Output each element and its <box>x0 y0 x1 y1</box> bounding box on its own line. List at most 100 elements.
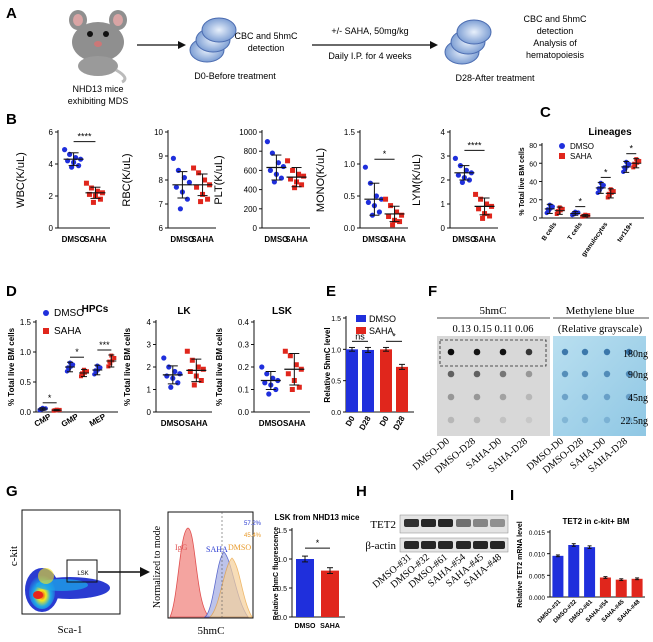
y-tick-label: 10 <box>154 128 163 137</box>
legend-dmso-marker <box>356 315 366 322</box>
dotblot-amount-90: 90ng <box>628 370 648 381</box>
dotblot-5hmc-dot <box>447 416 455 424</box>
y-tick-label: 0.0 <box>20 408 32 417</box>
data-point-saha <box>184 348 190 354</box>
blot-tet2-band <box>473 519 488 527</box>
significance-label: * <box>392 331 396 341</box>
dotblot-grayscale-values: 0.13 0.15 0.11 0.06 <box>453 324 534 335</box>
y-tick-label: 1000 <box>239 128 257 137</box>
step2-text-line4: hematopoiesis <box>526 50 585 60</box>
chart-hpcs: 0.0 0.5 1.0 1.5 % Total live BM cells HPCs CMP… <box>7 304 118 429</box>
bar-saha <box>599 577 611 597</box>
data-point-dmso <box>259 364 265 370</box>
dotblot-mb-dot <box>561 416 569 424</box>
bar-dmso <box>552 555 564 597</box>
panel-f: 5hmC Methylene blue 0.13 0.15 0.11 0.06 … <box>411 305 649 476</box>
data-point-saha <box>205 196 211 202</box>
dotblot-mb-dot <box>603 370 611 378</box>
flow-lsk-gate-label: LSK <box>77 571 88 577</box>
blot-tet2-label: TET2 <box>370 519 396 531</box>
data-point-dmso <box>266 391 272 397</box>
chart-tet2-mrna: 0.000 0.005 0.010 0.015 Relative TET2 mRNA l… <box>517 517 645 625</box>
data-point-saha <box>194 184 200 190</box>
y-tick-label: 4 <box>441 128 446 137</box>
panel-a-label: A <box>6 5 17 22</box>
y-tick-label: 1.0 <box>331 347 341 354</box>
y-axis-label: % Total live BM cells <box>123 327 132 406</box>
data-point-saha <box>83 180 89 186</box>
treatment-line2: Daily I.P. for 4 weeks <box>328 51 412 61</box>
blot-actin-band <box>404 541 419 549</box>
histogram-dmso-label: DMSO <box>228 543 251 552</box>
data-point-dmso <box>186 179 192 185</box>
step1-text-line2: detection <box>248 43 285 53</box>
dotblot-5hmc-dot <box>473 348 481 356</box>
dotblot-5hmc-dot <box>525 370 533 378</box>
x-category-label: SAHA <box>84 235 107 244</box>
data-point-saha <box>85 369 89 374</box>
data-point-dmso <box>175 380 181 386</box>
dish-d28-icon <box>444 19 492 65</box>
x-category-label: DMSO <box>161 419 185 428</box>
data-point-dmso <box>262 380 268 386</box>
chart-title: LSK from NHD13 mice <box>275 513 360 522</box>
data-point-saha <box>110 358 115 363</box>
y-tick-label: 0.5 <box>344 192 356 201</box>
y-tick-label: 0.005 <box>529 573 546 580</box>
data-point-dmso <box>264 139 270 145</box>
x-category-label: SAHA <box>285 235 308 244</box>
significance-label: **** <box>78 132 93 142</box>
mouse-illustration <box>69 10 127 84</box>
y-tick-label: 600 <box>244 166 258 175</box>
x-category-label: DMSO <box>264 235 288 244</box>
significance-label: * <box>383 149 387 159</box>
chart-title: LSK <box>272 306 293 317</box>
dotblot-5hmc-header: 5hmC <box>480 305 507 317</box>
x-category-label: DMSO <box>62 235 86 244</box>
y-tick-label: 0.3 <box>238 341 250 350</box>
significance-label: * <box>578 197 582 207</box>
data-point-dmso <box>184 196 190 202</box>
x-category-label: DMSO <box>170 235 194 244</box>
data-point-saha <box>611 189 616 194</box>
y-tick-label: 3 <box>441 152 446 161</box>
y-tick-label: 9 <box>159 152 164 161</box>
mouse-caption-line1: NHD13 mice <box>72 84 123 94</box>
data-point-saha <box>301 173 307 179</box>
blot-bands <box>404 519 505 549</box>
dotblot-mb-dot <box>625 370 633 378</box>
data-point-saha <box>86 191 92 197</box>
x-category-label: T cells <box>567 221 585 242</box>
y-tick-label: 4 <box>147 318 152 327</box>
histogram-dmso-curve <box>208 557 253 618</box>
legend-saha-marker <box>356 327 366 334</box>
y-tick-label: 0.010 <box>529 552 546 559</box>
data-point-saha <box>90 199 96 205</box>
histogram-igg-label: IgG <box>175 543 188 552</box>
data-point-saha <box>94 188 100 194</box>
data-point-dmso <box>459 179 465 185</box>
y-tick-label: 0.0 <box>277 615 287 622</box>
y-tick-label: 0 <box>533 216 537 223</box>
y-tick-label: 0 <box>49 224 54 233</box>
data-point-dmso <box>264 371 270 377</box>
x-category-label: D0 <box>378 414 391 428</box>
data-point-dmso <box>172 368 178 375</box>
x-category-label: GMP <box>60 412 81 429</box>
panel-g-label: G <box>6 483 18 500</box>
data-point-saha <box>198 199 204 205</box>
data-point-dmso <box>168 384 174 390</box>
data-point-dmso <box>452 155 458 161</box>
data-point-dmso <box>62 147 68 153</box>
legend-saha-marker <box>559 153 565 159</box>
data-point-dmso <box>181 175 187 181</box>
data-point-dmso <box>455 172 461 178</box>
x-category-label: D0 <box>344 414 357 428</box>
y-tick-label: 400 <box>244 186 258 195</box>
bar-saha <box>321 570 339 617</box>
dotblot-5hmc-dots <box>447 348 533 424</box>
dotblot-mb-header: Methylene blue <box>566 305 635 317</box>
legend-dmso-label: DMSO <box>369 314 396 324</box>
legend-dmso-label: DMSO <box>570 142 594 151</box>
